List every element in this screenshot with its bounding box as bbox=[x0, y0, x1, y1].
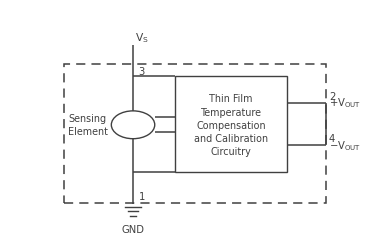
Text: 2: 2 bbox=[329, 91, 335, 101]
Bar bbox=[64, 65, 326, 203]
Bar bbox=[175, 76, 287, 172]
Text: Sensing
Element: Sensing Element bbox=[68, 114, 108, 137]
Text: +V$_\mathsf{OUT}$: +V$_\mathsf{OUT}$ bbox=[329, 96, 361, 110]
Text: $-$V$_\mathsf{OUT}$: $-$V$_\mathsf{OUT}$ bbox=[329, 139, 361, 152]
Text: 3: 3 bbox=[138, 66, 145, 76]
Text: Thin Film
Temperature
Compensation
and Calibration
Circuitry: Thin Film Temperature Compensation and C… bbox=[194, 94, 268, 156]
Text: 1: 1 bbox=[138, 191, 145, 201]
Text: V$_\mathsf{S}$: V$_\mathsf{S}$ bbox=[135, 31, 148, 44]
Text: 4: 4 bbox=[329, 134, 335, 143]
Text: GND: GND bbox=[121, 224, 145, 234]
